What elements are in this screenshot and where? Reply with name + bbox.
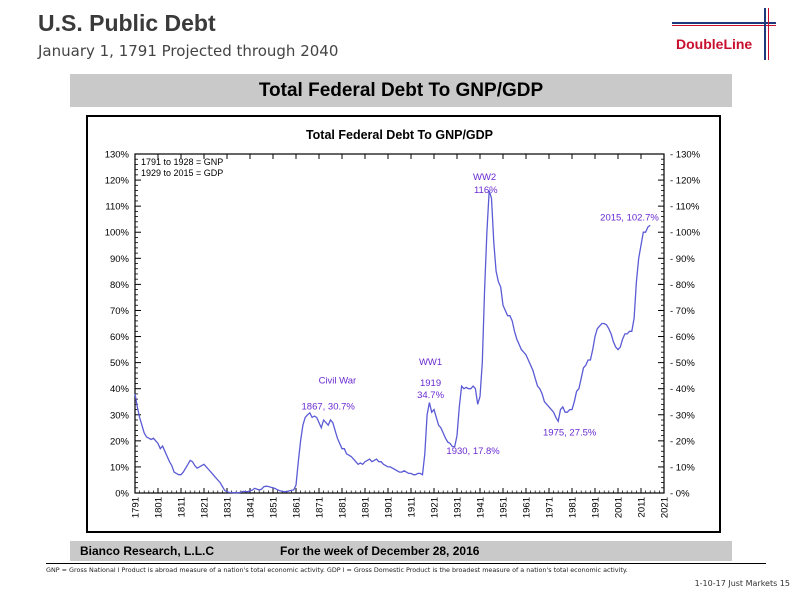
y-tick-label-right: - 30% xyxy=(670,410,695,421)
y-tick-label-left: 120% xyxy=(105,176,130,187)
x-tick-label: 2001 xyxy=(614,497,625,518)
annotation-label: WW1 xyxy=(419,357,442,368)
y-tick-label-right: - 50% xyxy=(670,358,695,369)
y-tick-label-left: 130% xyxy=(105,150,130,161)
banner-title: Total Federal Debt To GNP/GDP xyxy=(258,80,544,101)
doubleline-logo: DoubleLine xyxy=(672,8,776,62)
x-tick-label: 1831 xyxy=(223,497,234,518)
legend-entry: 1929 to 2015 = GDP xyxy=(141,168,223,178)
x-tick-label: 1951 xyxy=(499,497,510,518)
logo-text: DoubleLine xyxy=(676,36,753,52)
y-tick-label-left: 70% xyxy=(110,306,130,317)
x-tick-label: 1991 xyxy=(591,497,602,518)
annotation-label: 116% xyxy=(474,185,498,196)
page-number: 1-10-17 Just Markets 15 xyxy=(694,579,790,588)
x-tick-label: 1961 xyxy=(522,497,533,518)
x-tick-label: 1921 xyxy=(430,497,441,518)
annotation-label: 1919 xyxy=(420,378,441,389)
y-tick-label-right: - 100% xyxy=(670,228,701,239)
x-tick-label: 1881 xyxy=(338,497,349,518)
annotation-label: Civil War xyxy=(319,375,357,386)
x-tick-label: 1891 xyxy=(361,497,372,518)
chart-banner: Total Federal Debt To GNP/GDP xyxy=(70,74,732,107)
logo-rule xyxy=(672,22,776,24)
plot-area xyxy=(134,153,665,494)
annotation-label: 2015, 102.7% xyxy=(600,212,659,223)
y-tick-label-right: - 20% xyxy=(670,436,695,447)
y-tick-label-right: - 80% xyxy=(670,280,695,291)
logo-rule xyxy=(768,8,769,60)
annotation-label: 34.7% xyxy=(417,390,444,401)
debt-chart: Total Federal Debt To GNP/GDP 0% - 0% 10% - … xyxy=(105,128,701,518)
y-tick-label-right: - 110% xyxy=(670,202,700,213)
y-tick-label-left: 80% xyxy=(110,280,130,291)
x-tick-label: 2011 xyxy=(637,497,648,517)
y-tick-label-right: - 0% xyxy=(670,489,690,500)
x-tick-label: 1841 xyxy=(246,497,257,518)
y-tick-label-left: 30% xyxy=(110,410,130,421)
y-tick-label-left: 60% xyxy=(110,332,130,343)
debt-ratio-line xyxy=(134,190,651,494)
annotation-label: 1867, 30.7% xyxy=(302,402,356,413)
slide-subtitle: January 1, 1791 Projected through 2040 xyxy=(38,42,339,60)
y-tick-label-left: 110% xyxy=(105,202,129,213)
logo-rule xyxy=(672,25,776,26)
chart-frame: Total Federal Debt To GNP/GDP 0% - 0% 10% - … xyxy=(86,115,721,533)
y-tick-label-left: 90% xyxy=(110,254,130,265)
week-text: For the week of December 28, 2016 xyxy=(280,544,480,558)
y-tick-label-left: 50% xyxy=(110,358,130,369)
footnote: GNP = Gross National l Product is abroad… xyxy=(46,566,628,574)
y-tick-label-left: 20% xyxy=(110,436,130,447)
x-tick-label: 1911 xyxy=(407,497,418,517)
x-tick-label: 2021 xyxy=(660,497,671,518)
annotation-label: 1975, 27.5% xyxy=(543,428,597,439)
x-tick-label: 1971 xyxy=(545,497,556,518)
y-tick-label-right: - 120% xyxy=(670,176,701,187)
y-tick-label-right: - 130% xyxy=(670,150,701,161)
x-tick-label: 1871 xyxy=(315,497,326,518)
annotation-label: 1930, 17.8% xyxy=(446,446,500,457)
chart-title: Total Federal Debt To GNP/GDP xyxy=(306,128,493,142)
y-tick-label-right: - 60% xyxy=(670,332,695,343)
x-tick-label: 1861 xyxy=(292,497,303,518)
source-bar: Bianco Research, L.L.C For the week of D… xyxy=(70,541,732,561)
x-tick-label: 1811 xyxy=(177,497,188,517)
y-tick-label-left: 100% xyxy=(105,228,130,239)
x-tick-label: 1931 xyxy=(453,497,464,518)
x-tick-label: 1791 xyxy=(131,497,142,518)
x-tick-label: 1801 xyxy=(154,497,165,518)
y-tick-label-right: - 70% xyxy=(670,306,695,317)
footer-divider xyxy=(46,563,766,564)
y-tick-label-right: - 10% xyxy=(670,462,695,473)
annotation-label: WW2 xyxy=(473,172,496,183)
source-text: Bianco Research, L.L.C xyxy=(80,544,215,558)
slide-title: U.S. Public Debt xyxy=(38,10,216,36)
x-tick-label: 1821 xyxy=(200,497,211,518)
y-tick-label-right: - 40% xyxy=(670,384,695,395)
y-tick-label-left: 40% xyxy=(110,384,130,395)
logo-rule xyxy=(764,8,766,60)
y-tick-label-right: - 90% xyxy=(670,254,695,265)
legend-entry: 1791 to 1928 = GNP xyxy=(141,157,223,167)
x-tick-label: 1901 xyxy=(384,497,395,518)
y-tick-label-left: 10% xyxy=(110,462,130,473)
x-tick-label: 1851 xyxy=(269,497,280,518)
x-tick-label: 1981 xyxy=(568,497,579,518)
x-tick-label: 1941 xyxy=(476,497,487,518)
y-tick-label-left: 0% xyxy=(115,489,129,500)
